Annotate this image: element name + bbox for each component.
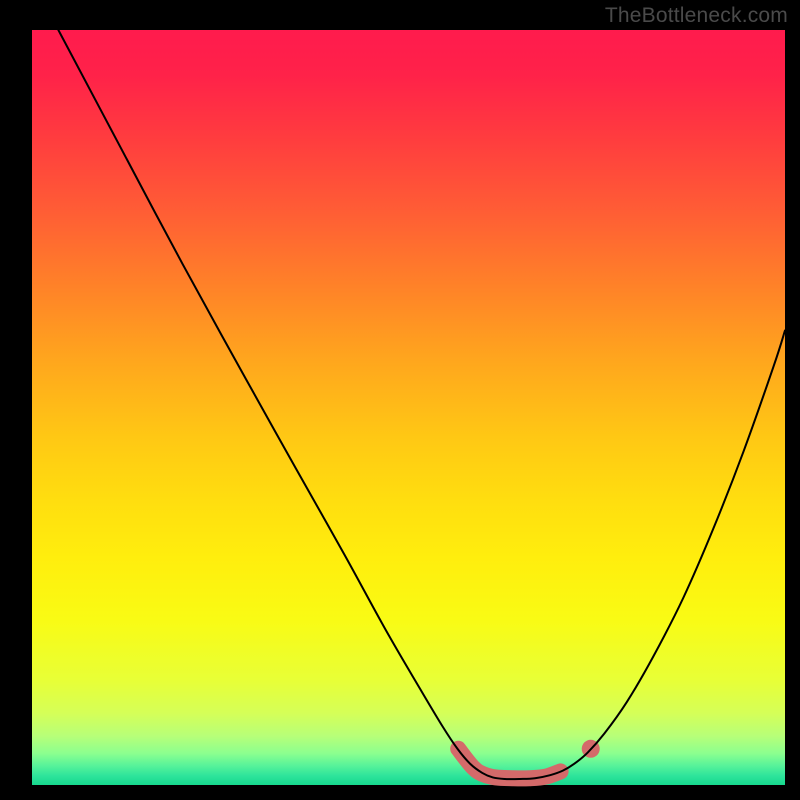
chart-container: TheBottleneck.com xyxy=(0,0,800,800)
bottleneck-chart xyxy=(0,0,800,800)
plot-background xyxy=(32,30,785,785)
watermark-text: TheBottleneck.com xyxy=(605,4,788,28)
